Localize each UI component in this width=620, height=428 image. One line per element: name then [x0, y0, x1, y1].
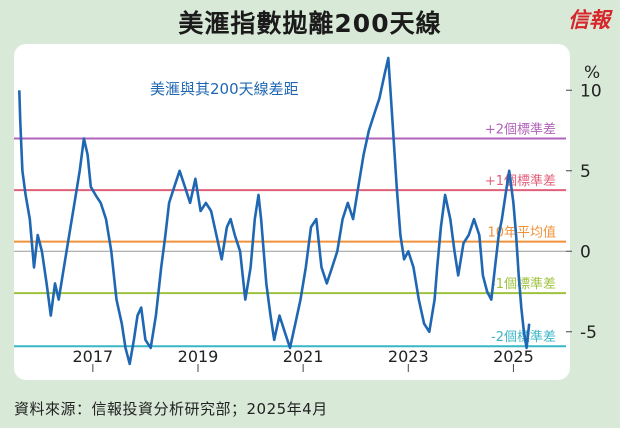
x-tick-label-0: 2017 [72, 347, 113, 366]
source-note: 資料來源：信報投資分析研究部；2025年4月 [14, 400, 328, 418]
series-group [18, 56, 531, 366]
y-tick-label-2: 0 [580, 242, 591, 262]
ref-label-minus1: -1個標準差 [491, 276, 556, 292]
series-title: 美滙與其200天線差距 [150, 80, 299, 98]
brand-logo: 信報 [568, 7, 610, 32]
x-tick-label-2: 2021 [283, 347, 324, 366]
y-tick-label-1: 5 [580, 162, 591, 182]
chart-title: 美滙指數拋離200天線 [178, 9, 442, 38]
x-tick-label-3: 2023 [388, 347, 429, 366]
plot-panel [14, 44, 570, 380]
ref-label-plus1: +1個標準差 [485, 173, 556, 189]
ref-label-plus2: +2個標準差 [485, 122, 556, 138]
y-unit-label: % [584, 63, 600, 83]
y-tick-label-3: -5 [580, 323, 597, 343]
x-axis: 2017 2019 2021 2023 2025 [72, 347, 534, 372]
x-tick-label-4: 2025 [493, 347, 534, 366]
y-axis: 10 5 0 -5 [566, 81, 602, 343]
ref-label-mean: 10年平均值 [487, 225, 556, 241]
x-tick-label-1: 2019 [178, 347, 219, 366]
y-tick-label-0: 10 [580, 81, 602, 101]
series-line-0 [18, 56, 531, 366]
